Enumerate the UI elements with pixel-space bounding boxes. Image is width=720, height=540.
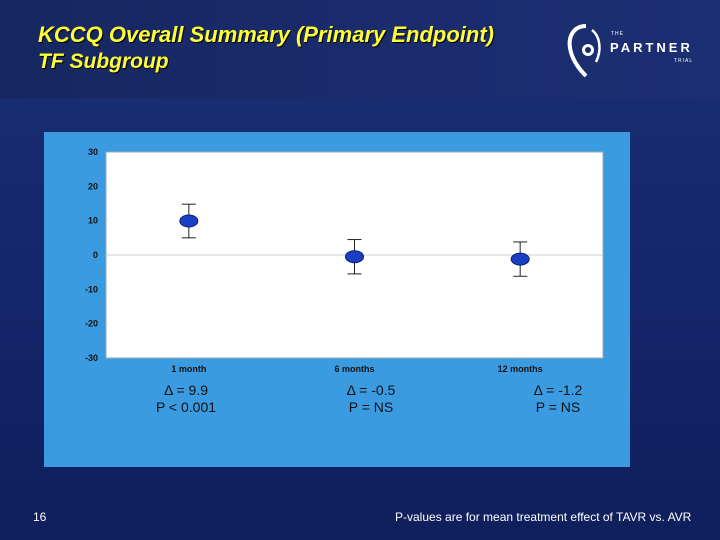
y-tick-label: 0 [93, 250, 98, 260]
data-point [179, 214, 199, 228]
data-point [510, 252, 530, 266]
data-point [345, 250, 364, 264]
kccq-chart: 30 20 10 0 -10 -20 -30 1 month 6 months 12 months [85, 147, 604, 374]
slide-title: KCCQ Overall Summary (Primary Endpoint) [38, 22, 494, 47]
p-value: P = NS [348, 399, 394, 415]
annotation-6-months: Δ = -0.5 P = NS [306, 382, 436, 416]
delta-value: Δ = 9.9 [164, 382, 208, 398]
heart-logo-icon [567, 24, 601, 78]
page-number: 16 [33, 510, 47, 524]
p-value: P = NS [535, 399, 581, 415]
y-tick-label: -20 [85, 319, 98, 329]
annotation-12-months: Δ = -1.2 P = NS [493, 382, 623, 416]
y-tick-label: 30 [88, 147, 98, 157]
p-value: P < 0.001 [155, 399, 217, 415]
x-tick-label: 1 month [171, 364, 206, 374]
footnote: P-values are for mean treatment effect o… [395, 510, 692, 524]
x-tick-label: 6 months [334, 364, 374, 374]
y-tick-label: -30 [85, 353, 98, 363]
y-tick-label: 10 [88, 216, 98, 226]
x-tick-label: 12 months [498, 364, 543, 374]
logo-trial-text: TRIAL [674, 58, 694, 64]
annotation-1-month: Δ = 9.9 P < 0.001 [121, 382, 251, 416]
chart-panel: 30 20 10 0 -10 -20 -30 1 month 6 months 12 months… [44, 132, 630, 467]
y-tick-label: -10 [85, 284, 98, 294]
partner-trial-logo: THE PARTNER TRIAL [564, 20, 714, 80]
logo-the-text: THE [611, 31, 624, 37]
y-tick-label: 20 [88, 181, 98, 191]
slide-subtitle: TF Subgroup [38, 50, 169, 73]
delta-value: Δ = -0.5 [346, 382, 396, 398]
slide-header: KCCQ Overall Summary (Primary Endpoint) … [0, 0, 720, 98]
delta-value: Δ = -1.2 [533, 382, 583, 398]
logo-word-text: PARTNER [610, 40, 693, 55]
